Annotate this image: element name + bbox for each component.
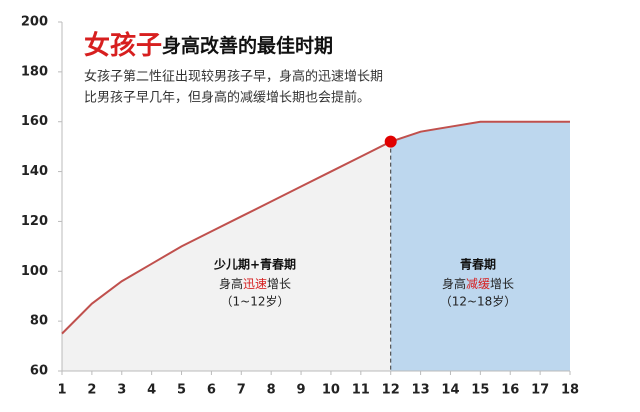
x-tick-label: 18 [561, 383, 579, 398]
chart-title: 女孩子身高改善的最佳时期 [84, 30, 333, 61]
annotation-text: 身高迅速增长 [219, 276, 291, 291]
annotation-part: 增长 [267, 277, 291, 291]
x-tick-label: 11 [352, 383, 370, 398]
x-tick-label: 8 [267, 383, 276, 398]
annotation-range: （12~18岁） [440, 294, 517, 309]
x-tick-label: 6 [207, 383, 216, 398]
y-tick-label: 80 [30, 314, 48, 329]
x-tick-label: 14 [441, 383, 459, 398]
annotation-range: （1~12岁） [221, 294, 290, 309]
x-tick-label: 2 [87, 383, 96, 398]
x-tick-label: 10 [322, 383, 340, 398]
x-tick-label: 4 [147, 383, 156, 398]
x-tick-label: 12 [382, 383, 400, 398]
x-tick-label: 9 [297, 383, 306, 398]
x-tick-label: 17 [531, 383, 549, 398]
x-tick-label: 15 [471, 383, 489, 398]
y-tick-label: 120 [21, 214, 48, 229]
x-tick-label: 7 [237, 383, 246, 398]
annotation-part: 身高 [442, 276, 466, 291]
x-tick-label: 16 [501, 383, 519, 398]
x-tick-label: 3 [117, 383, 126, 398]
area [390, 121, 570, 371]
annotation-part: 身高 [219, 276, 243, 291]
annotation-part: 减缓 [466, 277, 490, 291]
y-tick-label: 100 [21, 264, 48, 279]
subtitle: 比男孩子早几年，但身高的减缓增长期也会提前。 [84, 90, 370, 106]
annotation-part: 迅速 [243, 277, 267, 291]
x-tick-label: 5 [177, 383, 186, 398]
y-tick-label: 160 [21, 114, 48, 129]
annotation-part: 增长 [490, 277, 514, 291]
x-tick-label: 1 [57, 383, 66, 398]
x-tick-label: 13 [412, 383, 430, 398]
y-tick-label: 180 [21, 64, 48, 79]
annotation-title: 少儿期+青春期 [213, 257, 296, 272]
highlight-point [384, 135, 397, 148]
y-tick-label: 200 [21, 15, 48, 30]
area [62, 141, 391, 371]
y-tick-label: 140 [21, 164, 48, 179]
annotation-text: 身高减缓增长 [442, 276, 514, 291]
title-highlight: 女孩子 [84, 30, 162, 61]
y-tick-label: 60 [30, 364, 48, 379]
title-rest: 身高改善的最佳时期 [162, 34, 333, 57]
subtitle: 女孩子第二性征出现较男孩子早，身高的迅速增长期 [84, 69, 383, 85]
line [61, 120, 570, 335]
annotation-title: 青春期 [460, 257, 496, 272]
